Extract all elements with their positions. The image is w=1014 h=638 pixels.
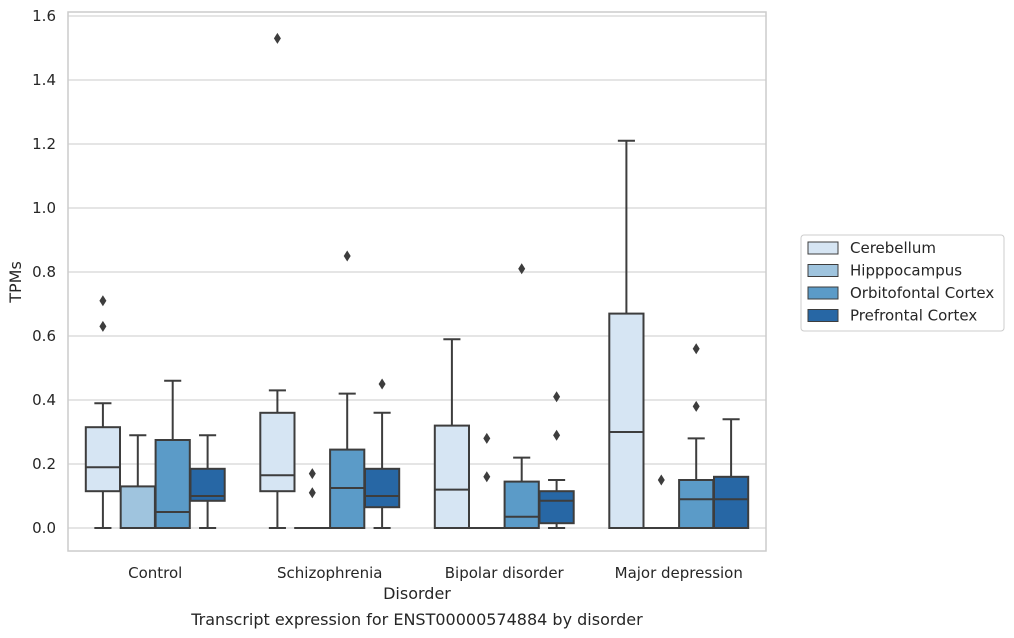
- legend-swatch: [807, 241, 839, 255]
- x-axis-label: Disorder: [383, 584, 451, 603]
- box-iqr: [608, 312, 645, 529]
- outlier-point: [692, 400, 700, 412]
- outlier-point: [692, 343, 700, 355]
- box-iqr: [363, 467, 401, 509]
- legend-frame: [800, 234, 1005, 332]
- outlier-point: [553, 429, 561, 441]
- box-group: [259, 32, 296, 529]
- outlier-point: [483, 432, 491, 444]
- box-iqr: [712, 475, 750, 529]
- box-iqr: [119, 485, 156, 529]
- outlier-point: [483, 471, 491, 483]
- legend-swatch: [807, 309, 839, 322]
- plot-frame: [67, 11, 767, 552]
- box-group: [329, 250, 366, 530]
- box-iqr: [259, 411, 296, 493]
- box-group: [538, 391, 575, 529]
- outlier-point: [343, 250, 351, 262]
- outlier-point: [99, 295, 107, 307]
- outlier-point: [308, 468, 316, 480]
- x-tick-label: Schizophrenia: [277, 564, 382, 582]
- legend-swatch: [807, 264, 839, 277]
- x-tick-label: Major depression: [615, 564, 743, 582]
- legend-label: Prefrontal Cortex: [850, 307, 977, 325]
- box-group: [503, 263, 540, 530]
- box-iqr: [538, 490, 575, 525]
- y-tick-label: 0.0: [32, 519, 56, 537]
- box-group: [643, 474, 680, 530]
- box-group: [294, 468, 331, 530]
- legend-swatch: [807, 286, 839, 300]
- y-tick-label: 0.4: [32, 391, 56, 409]
- y-axis-label: TPMs: [6, 261, 25, 304]
- outlier-point: [378, 378, 386, 390]
- box-iqr: [433, 424, 471, 530]
- box-iqr: [503, 480, 540, 530]
- x-tick-label: Control: [128, 564, 182, 582]
- legend-label: Hipppocampus: [850, 262, 962, 280]
- outlier-point: [99, 320, 107, 332]
- box-iqr: [154, 439, 191, 529]
- y-tick-label: 1.6: [32, 7, 56, 25]
- box-group: [712, 418, 750, 529]
- y-tick-label: 0.2: [32, 455, 56, 473]
- box-group: [189, 434, 226, 529]
- box-group: [678, 343, 715, 529]
- outlier-point: [657, 474, 665, 486]
- box-plots: [84, 32, 750, 530]
- y-tick-label: 1.2: [32, 135, 56, 153]
- y-tick-label: 0.6: [32, 327, 56, 345]
- legend: Cerebellum Hipppocampus Orbitofontal Corte…: [800, 234, 1005, 332]
- chart-caption: Transcript expression for ENST0000057488…: [190, 610, 643, 629]
- legend-label: Orbitofontal Cortex: [850, 284, 994, 302]
- box-group: [433, 338, 471, 530]
- outlier-point: [273, 32, 281, 44]
- outlier-point: [518, 263, 526, 275]
- y-tick-label: 1.0: [32, 199, 56, 217]
- y-tick-label: 0.8: [32, 263, 56, 281]
- box-iqr: [678, 479, 715, 529]
- box-group: [468, 432, 505, 530]
- legend-label: Cerebellum: [850, 239, 936, 257]
- outlier-point: [553, 391, 561, 403]
- box-group: [154, 379, 191, 529]
- box-group: [363, 378, 401, 529]
- x-axis-ticks: Control Schizophrenia Bipolar disorder Majo…: [128, 564, 743, 582]
- box-group: [608, 139, 645, 529]
- outlier-point: [308, 487, 316, 499]
- box-group: [84, 295, 122, 529]
- x-tick-label: Bipolar disorder: [445, 564, 565, 582]
- y-axis-ticks: 0.0 0.2 0.4 0.6 0.8 1.0 1.2 1.4 1.6: [32, 7, 56, 537]
- y-tick-label: 1.4: [32, 71, 56, 89]
- box-iqr: [84, 426, 122, 493]
- box-group: [119, 434, 156, 529]
